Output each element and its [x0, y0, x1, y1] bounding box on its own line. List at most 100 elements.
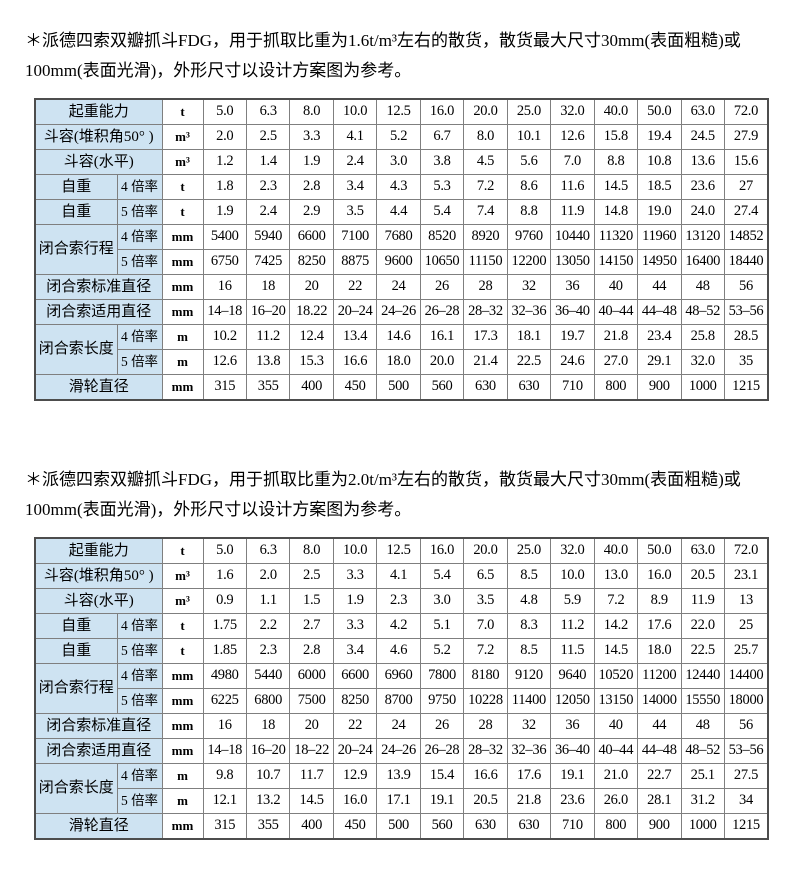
value-cell: 23.4	[637, 324, 682, 350]
value-cell: 20	[289, 274, 334, 300]
value-cell: 16	[202, 274, 247, 300]
value-cell: 14950	[637, 249, 682, 275]
row-sublabel: 4 倍率	[116, 224, 163, 250]
value-cell: 10650	[419, 249, 465, 275]
value-cell: 630	[506, 374, 552, 401]
value-cell: 11960	[637, 224, 682, 250]
value-cell: 34	[723, 788, 769, 814]
value-cell: 20–24	[332, 738, 378, 764]
value-cell: 11.2	[550, 613, 595, 639]
value-cell: 560	[419, 374, 465, 401]
value-cell: 2.0	[202, 124, 247, 150]
value-cell: 14–18	[202, 738, 247, 764]
value-cell: 5440	[245, 663, 291, 689]
table-row: 自重 4 倍率 t 1.8 2.3 2.8 3.4 4.3 5.3 7.2 8.6 11.6 14.5 1…	[34, 174, 769, 200]
value-cell: 4980	[202, 663, 247, 689]
value-cell: 1.9	[289, 149, 334, 175]
value-cell: 8.6	[506, 174, 552, 200]
value-cell: 16–20	[245, 299, 291, 325]
value-cell: 1215	[723, 374, 769, 401]
row-sublabel: 4 倍率	[116, 324, 163, 350]
value-cell: 2.5	[245, 124, 291, 150]
value-cell: 16.0	[419, 537, 465, 564]
row-label: 闭合索行程	[34, 224, 118, 275]
value-cell: 35	[723, 349, 769, 375]
row-sublabel: 4 倍率	[116, 763, 163, 789]
value-cell: 8.8	[593, 149, 639, 175]
value-cell: 20.5	[680, 563, 725, 589]
value-cell: 25.0	[506, 537, 552, 564]
unit-cell: mm	[161, 713, 204, 739]
value-cell: 15.6	[723, 149, 769, 175]
value-cell: 17.6	[637, 613, 682, 639]
value-cell: 7.2	[463, 174, 508, 200]
value-cell: 3.5	[463, 588, 508, 614]
value-cell: 400	[289, 374, 334, 401]
value-cell: 11.7	[289, 763, 334, 789]
value-cell: 8250	[332, 688, 378, 714]
value-cell: 28	[463, 274, 508, 300]
value-cell: 19.1	[550, 763, 595, 789]
value-cell: 36	[550, 274, 595, 300]
value-cell: 13150	[593, 688, 639, 714]
unit-cell: mm	[161, 813, 204, 840]
value-cell: 4.5	[463, 149, 508, 175]
value-cell: 1.9	[202, 199, 247, 225]
value-cell: 24.6	[550, 349, 595, 375]
value-cell: 48–52	[680, 738, 725, 764]
value-cell: 18.1	[506, 324, 552, 350]
value-cell: 400	[289, 813, 334, 840]
value-cell: 19.4	[637, 124, 682, 150]
value-cell: 18	[245, 274, 291, 300]
value-cell: 12.9	[332, 763, 378, 789]
value-cell: 16–20	[245, 738, 291, 764]
unit-cell: mm	[161, 663, 204, 689]
unit-cell: mm	[161, 249, 204, 275]
value-cell: 5.0	[202, 98, 247, 125]
value-cell: 10228	[463, 688, 508, 714]
row-label: 闭合索标准直径	[34, 713, 163, 739]
unit-cell: m	[161, 349, 204, 375]
value-cell: 36–40	[550, 299, 595, 325]
value-cell: 8520	[419, 224, 465, 250]
value-cell: 19.1	[419, 788, 465, 814]
value-cell: 500	[376, 374, 421, 401]
value-cell: 6600	[332, 663, 378, 689]
value-cell: 1000	[680, 374, 725, 401]
value-cell: 36	[550, 713, 595, 739]
value-cell: 3.8	[419, 149, 465, 175]
value-cell: 18	[245, 713, 291, 739]
value-cell: 1.4	[245, 149, 291, 175]
value-cell: 14400	[723, 663, 769, 689]
value-cell: 6800	[245, 688, 291, 714]
value-cell: 2.8	[289, 174, 334, 200]
value-cell: 2.3	[245, 174, 291, 200]
value-cell: 15550	[680, 688, 725, 714]
value-cell: 28	[463, 713, 508, 739]
value-cell: 8180	[463, 663, 508, 689]
value-cell: 32	[506, 713, 552, 739]
unit-cell: t	[161, 174, 204, 200]
value-cell: 9640	[550, 663, 595, 689]
value-cell: 24.0	[680, 199, 725, 225]
value-cell: 7800	[419, 663, 465, 689]
row-label: 斗容(水平)	[34, 149, 163, 175]
value-cell: 50.0	[637, 537, 682, 564]
table-row: 5 倍率 m 12.6 13.8 15.3 16.6 18.0 20.0 21.4 22.5 24.…	[35, 349, 769, 375]
value-cell: 26–28	[419, 299, 465, 325]
value-cell: 8.5	[506, 638, 552, 664]
value-cell: 18.0	[376, 349, 421, 375]
value-cell: 1.85	[202, 638, 247, 664]
value-cell: 20.0	[463, 537, 508, 564]
value-cell: 13.6	[680, 149, 725, 175]
value-cell: 560	[419, 813, 465, 840]
table-row: 自重 4 倍率 t 1.75 2.2 2.7 3.3 4.2 5.1 7.0 8.3 11.2 14.2…	[34, 613, 769, 639]
value-cell: 315	[202, 374, 247, 401]
value-cell: 21.8	[506, 788, 552, 814]
value-cell: 5.0	[202, 537, 247, 564]
row-label: 自重	[34, 638, 118, 664]
table-row: 5 倍率 mm 6225 6800 7500 8250 8700 9750 10228 11400…	[35, 688, 769, 714]
table-row: 斗容(堆积角50° ) m³ 2.0 2.5 3.3 4.1 5.2 6.7 8.0 10.1 12…	[34, 124, 769, 150]
value-cell: 18.0	[637, 638, 682, 664]
